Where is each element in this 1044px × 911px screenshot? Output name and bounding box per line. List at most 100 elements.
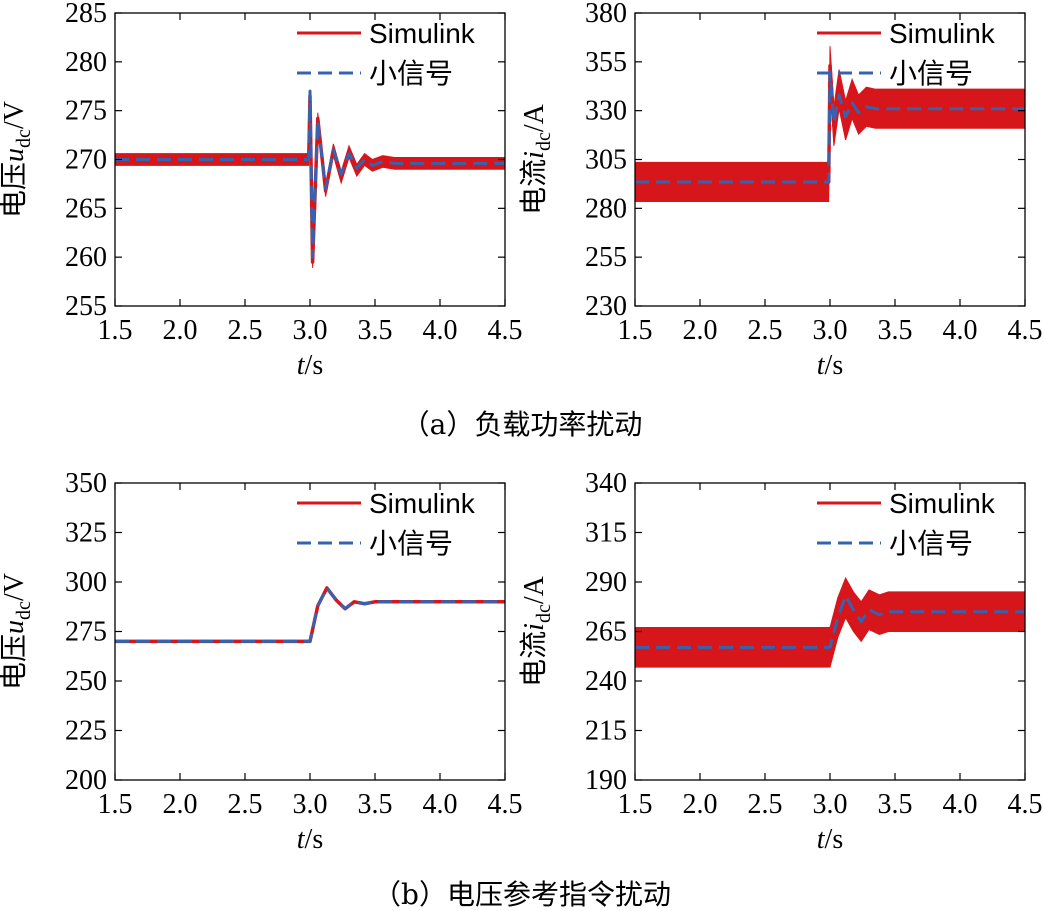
y-axis-prefix: 电压	[0, 162, 30, 218]
y-tick-label: 380	[585, 0, 627, 29]
x-tick-label: 3.5	[878, 789, 913, 820]
y-tick-label: 265	[65, 193, 107, 224]
y-axis-var: u	[0, 620, 30, 634]
y-tick-label: 230	[585, 291, 627, 322]
legend-label-small-signal: 小信号	[889, 528, 973, 559]
y-axis-prefix: 电流	[518, 159, 550, 215]
x-tick-label: 3.0	[813, 315, 848, 346]
x-tick-label: 4.5	[1008, 315, 1043, 346]
y-tick-label: 315	[585, 518, 627, 549]
plot-b-voltage: 1.5 2.0 2.5 3.0 3.5 4.0 4.5 200 225 250 275 300 325 3…	[0, 468, 523, 855]
y-tick-label: 305	[585, 145, 627, 176]
x-tick-label: 4.0	[943, 789, 978, 820]
legend-label-simulink: Simulink	[369, 18, 476, 49]
caption-a: （a）负载功率扰动	[402, 408, 643, 441]
caption-b: （b）电压参考指令扰动	[373, 878, 671, 911]
x-tick-label: 2.5	[748, 315, 783, 346]
plot-b-current: 1.5 2.0 2.5 3.0 3.5 4.0 4.5 190 215 240 265 290 315 3…	[518, 468, 1043, 855]
y-axis-sub: dc	[13, 601, 35, 620]
y-axis-sub: dc	[13, 129, 35, 148]
x-tick-label: 3.5	[878, 315, 913, 346]
x-tick-label: 3.0	[293, 789, 328, 820]
small-signal-line	[115, 586, 505, 643]
y-axis-sub: dc	[533, 604, 555, 623]
simulink-line	[115, 586, 505, 644]
x-tick-label: 1.5	[98, 789, 133, 820]
legend-label-simulink: Simulink	[369, 488, 476, 519]
x-tick-label: 1.5	[618, 315, 653, 346]
y-tick-label: 225	[65, 716, 107, 747]
x-axis-unit: /s	[305, 350, 324, 381]
y-tick-label: 255	[585, 242, 627, 273]
x-tick-label: 4.0	[943, 315, 978, 346]
y-axis-unit: /A	[519, 103, 550, 132]
x-axis-var: t	[817, 350, 826, 381]
x-axis-unit: /s	[305, 824, 324, 855]
y-axis-title: 电流idc/A	[518, 575, 555, 686]
x-axis-var: t	[297, 824, 306, 855]
x-tick-label: 3.0	[293, 315, 328, 346]
x-tick-label: 4.0	[423, 315, 458, 346]
x-tick-label: 2.5	[228, 315, 263, 346]
y-axis-title: 电压udc/V	[0, 101, 35, 218]
y-tick-label: 260	[65, 242, 107, 273]
y-axis-prefix: 电压	[0, 634, 30, 690]
x-tick-label: 1.5	[618, 789, 653, 820]
legend-label-simulink: Simulink	[889, 488, 996, 519]
x-axis-title: t/s	[817, 824, 843, 855]
y-tick-label: 330	[585, 96, 627, 127]
x-axis-title: t/s	[297, 350, 323, 381]
y-tick-label: 300	[65, 567, 107, 598]
y-tick-label: 280	[65, 47, 107, 78]
simulink-ripple-band	[634, 576, 1026, 668]
x-tick-label: 4.5	[488, 789, 523, 820]
y-axis-var: i	[519, 151, 550, 159]
small-signal-line	[635, 70, 1025, 184]
legend-label-small-signal: 小信号	[889, 58, 973, 89]
y-tick-label: 215	[585, 716, 627, 747]
x-axis-unit: /s	[825, 824, 844, 855]
x-tick-label: 2.0	[683, 315, 718, 346]
small-signal-line	[115, 89, 505, 259]
y-tick-label: 290	[585, 567, 627, 598]
legend-label-small-signal: 小信号	[369, 58, 453, 89]
plot-a-voltage: 1.5 2.0 2.5 3.0 3.5 4.0 4.5 255 260 265 270 275 280 2…	[0, 0, 523, 381]
y-axis-var: i	[519, 623, 550, 631]
legend-label-small-signal: 小信号	[369, 528, 453, 559]
x-axis-var: t	[297, 350, 306, 381]
x-tick-label: 3.5	[358, 315, 393, 346]
y-axis-var: u	[0, 148, 30, 162]
legend-label-simulink: Simulink	[889, 18, 996, 49]
x-tick-label: 4.5	[488, 315, 523, 346]
y-tick-label: 280	[585, 193, 627, 224]
x-tick-label: 2.0	[163, 315, 198, 346]
y-axis-unit: /V	[0, 573, 30, 601]
y-axis-title: 电压udc/V	[0, 573, 35, 690]
x-axis-var: t	[817, 824, 826, 855]
x-tick-label: 4.5	[1008, 789, 1043, 820]
y-tick-label: 350	[65, 468, 107, 499]
y-axis-prefix: 电流	[518, 631, 550, 687]
y-tick-label: 355	[585, 47, 627, 78]
y-axis-unit: /V	[0, 101, 30, 129]
y-tick-label: 240	[585, 666, 627, 697]
x-tick-label: 4.0	[423, 789, 458, 820]
y-tick-label: 265	[585, 617, 627, 648]
y-tick-label: 285	[65, 0, 107, 29]
y-axis-sub: dc	[533, 132, 555, 151]
y-tick-label: 250	[65, 666, 107, 697]
x-tick-label: 2.5	[748, 789, 783, 820]
x-tick-label: 2.5	[228, 789, 263, 820]
plot-a-current: 1.5 2.0 2.5 3.0 3.5 4.0 4.5 230 255 280 305 330 355 3…	[518, 0, 1043, 381]
x-tick-label: 1.5	[98, 315, 133, 346]
x-tick-label: 2.0	[683, 789, 718, 820]
x-axis-unit: /s	[825, 350, 844, 381]
x-axis-title: t/s	[297, 824, 323, 855]
y-axis-title: 电流idc/A	[518, 103, 555, 214]
y-tick-label: 200	[65, 765, 107, 796]
small-signal-line	[635, 594, 1025, 649]
x-tick-label: 3.5	[358, 789, 393, 820]
y-tick-label: 340	[585, 468, 627, 499]
y-tick-label: 275	[65, 617, 107, 648]
